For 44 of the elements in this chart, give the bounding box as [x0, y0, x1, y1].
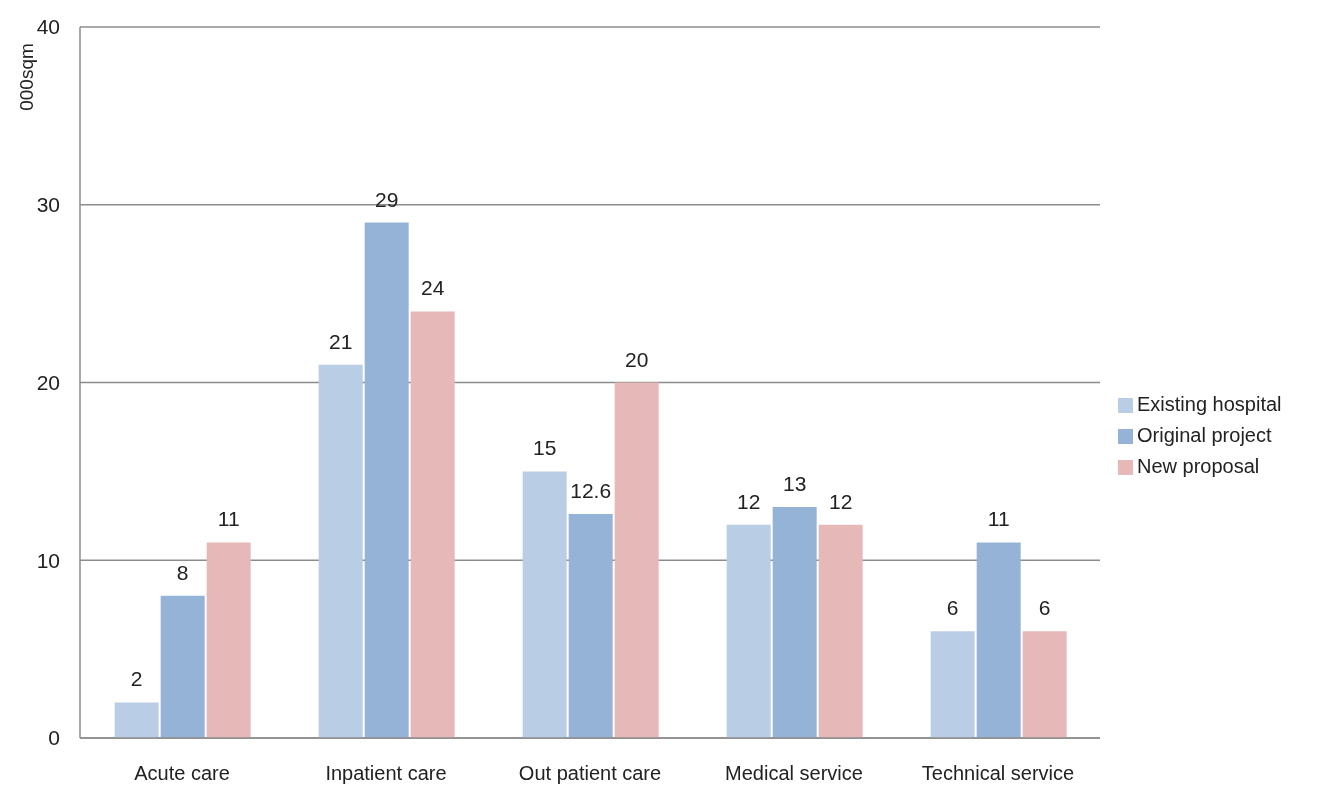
bar	[206, 542, 251, 738]
y-tick-label: 30	[36, 193, 60, 217]
data-label: 2	[130, 667, 143, 691]
bar	[930, 631, 975, 738]
x-tick-label: Out patient care	[518, 762, 662, 785]
x-tick-label: Technical service	[921, 762, 1075, 785]
bar	[160, 595, 205, 738]
bar	[318, 364, 363, 738]
bar	[364, 222, 409, 738]
legend-label: Existing hospital	[1137, 393, 1282, 415]
data-label: 29	[375, 187, 399, 211]
data-label: 6	[946, 596, 959, 620]
data-label: 21	[329, 329, 353, 353]
y-tick-label: 0	[48, 726, 60, 750]
bar	[976, 542, 1021, 738]
bar	[522, 471, 567, 738]
data-label: 12.6	[570, 479, 612, 503]
bar	[726, 524, 771, 738]
legend-label: Original project	[1137, 424, 1272, 446]
bar	[568, 514, 613, 738]
data-label: 12	[737, 489, 761, 513]
bar	[410, 311, 455, 738]
y-tick-label: 20	[36, 370, 60, 394]
x-tick-label: Medical service	[725, 762, 863, 785]
data-label: 11	[987, 507, 1010, 531]
bar	[114, 702, 159, 738]
x-tick-label: Inpatient care	[325, 762, 447, 785]
data-label: 24	[421, 276, 445, 300]
data-label: 15	[533, 436, 557, 460]
y-tick-label: 40	[36, 15, 60, 39]
bar	[614, 382, 659, 738]
bar	[772, 506, 817, 738]
data-label: 8	[176, 560, 189, 584]
data-label: 6	[1038, 596, 1051, 620]
y-tick-label: 10	[36, 548, 60, 572]
bar	[1022, 631, 1067, 738]
x-tick-label: Acute care	[134, 762, 230, 785]
data-label: 20	[625, 347, 649, 371]
data-label: 13	[783, 471, 807, 495]
y-axis-title: 000sqm	[15, 43, 37, 111]
data-label: 11	[217, 507, 240, 531]
data-label: 12	[829, 489, 853, 513]
legend-label: New proposal	[1137, 455, 1260, 477]
bar	[818, 524, 863, 738]
